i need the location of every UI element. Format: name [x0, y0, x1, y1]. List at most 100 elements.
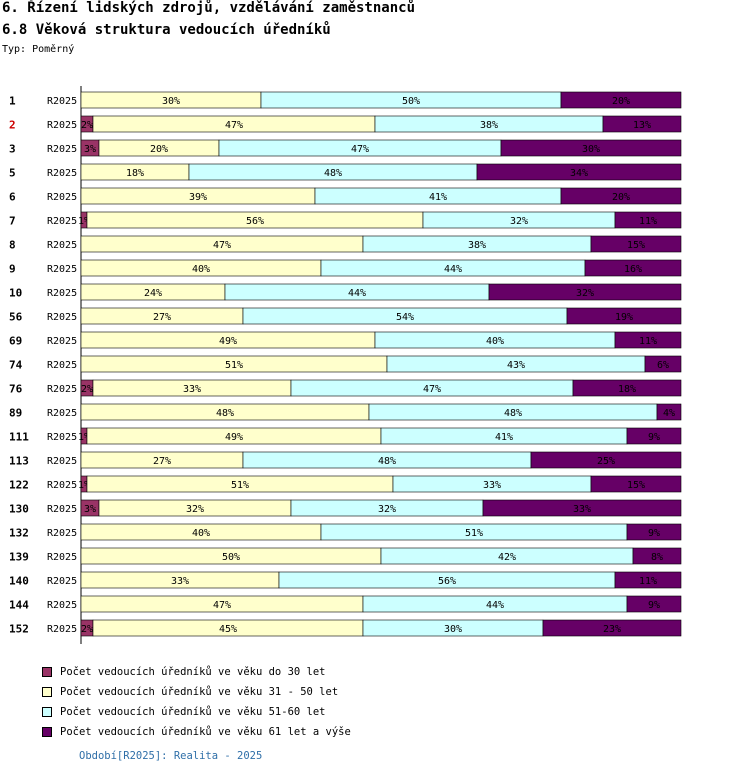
- data-label: 15%: [627, 240, 645, 251]
- category-label: 144: [9, 599, 29, 612]
- data-label: 41%: [429, 192, 447, 203]
- category-label: 122: [9, 479, 29, 492]
- data-label: 13%: [633, 120, 651, 131]
- data-label: 32%: [186, 504, 204, 515]
- bar-segment: [476, 163, 682, 181]
- data-label: 4%: [663, 408, 675, 419]
- data-label: 30%: [444, 624, 462, 635]
- legend-swatch: [42, 707, 52, 717]
- legend-swatch: [42, 667, 52, 677]
- legend-item: Počet vedoucích úředníků ve věku 51-60 l…: [42, 702, 351, 722]
- data-label: 40%: [192, 528, 210, 539]
- data-label: 49%: [219, 336, 237, 347]
- data-label: 47%: [213, 600, 231, 611]
- data-label: 40%: [486, 336, 504, 347]
- category-label: 2: [9, 119, 16, 132]
- period-label: R2025: [47, 264, 77, 275]
- bar-segment: [644, 355, 682, 373]
- bar-segment: [560, 187, 682, 205]
- data-label: 32%: [510, 216, 528, 227]
- data-label: 15%: [627, 480, 645, 491]
- category-label: 130: [9, 503, 29, 516]
- data-label: 42%: [498, 552, 516, 563]
- data-label: 44%: [444, 264, 462, 275]
- data-label: 48%: [216, 408, 234, 419]
- data-label: 1%: [78, 216, 90, 227]
- bar-segment: [590, 475, 682, 493]
- bar-segment: [560, 91, 682, 109]
- bar-segment: [530, 451, 682, 469]
- data-label: 16%: [624, 264, 642, 275]
- bar-segment: [632, 547, 682, 565]
- bar-segment: [542, 619, 682, 637]
- category-label: 6: [9, 191, 16, 204]
- category-label: 89: [9, 407, 22, 420]
- data-label: 3%: [84, 144, 96, 155]
- data-label: 47%: [225, 120, 243, 131]
- bar-segment: [584, 259, 682, 277]
- period-note[interactable]: Období[R2025]: Realita - 2025: [79, 750, 263, 762]
- legend-swatch: [42, 727, 52, 737]
- period-label: R2025: [47, 600, 77, 611]
- data-label: 38%: [468, 240, 486, 251]
- page-title: 6. Řízení lidských zdrojů, vzdělávání za…: [2, 0, 416, 16]
- category-label: 132: [9, 527, 29, 540]
- data-label: 2%: [81, 120, 93, 131]
- data-label: 34%: [570, 168, 588, 179]
- legend: Počet vedoucích úředníků ve věku do 30 l…: [42, 662, 351, 742]
- bar-segment: [488, 283, 682, 301]
- data-label: 25%: [597, 456, 615, 467]
- data-label: 41%: [495, 432, 513, 443]
- category-label: 1: [9, 95, 16, 108]
- data-label: 8%: [651, 552, 663, 563]
- data-label: 19%: [615, 312, 633, 323]
- period-label: R2025: [47, 360, 77, 371]
- bar-segment: [482, 499, 682, 517]
- category-label: 111: [9, 431, 29, 444]
- period-label: R2025: [47, 504, 77, 515]
- data-label: 33%: [573, 504, 591, 515]
- data-label: 18%: [618, 384, 636, 395]
- data-label: 51%: [465, 528, 483, 539]
- data-label: 51%: [231, 480, 249, 491]
- data-label: 32%: [378, 504, 396, 515]
- data-label: 56%: [438, 576, 456, 587]
- data-label: 47%: [213, 240, 231, 251]
- data-label: 44%: [348, 288, 366, 299]
- data-label: 43%: [507, 360, 525, 371]
- legend-item: Počet vedoucích úředníků ve věku 61 let …: [42, 722, 351, 742]
- data-label: 2%: [81, 624, 93, 635]
- category-label: 8: [9, 239, 16, 252]
- data-label: 24%: [144, 288, 162, 299]
- data-label: 38%: [480, 120, 498, 131]
- data-label: 47%: [423, 384, 441, 395]
- period-label: R2025: [47, 168, 77, 179]
- category-label: 76: [9, 383, 23, 396]
- bar-segment: [500, 139, 682, 157]
- bar-segment: [614, 211, 682, 229]
- bar-segment: [572, 379, 682, 397]
- period-label: R2025: [47, 312, 77, 323]
- period-label: R2025: [47, 240, 77, 251]
- category-label: 152: [9, 623, 29, 636]
- data-label: 40%: [192, 264, 210, 275]
- period-label: R2025: [47, 456, 77, 467]
- category-label: 140: [9, 575, 29, 588]
- bar-segment: [626, 523, 682, 541]
- bar-segment: [590, 235, 682, 253]
- legend-label: Počet vedoucích úředníků ve věku do 30 l…: [60, 666, 326, 678]
- data-label: 11%: [639, 216, 657, 227]
- data-label: 39%: [189, 192, 207, 203]
- legend-swatch: [42, 687, 52, 697]
- period-label: R2025: [47, 624, 77, 635]
- period-label: R2025: [47, 408, 77, 419]
- data-label: 20%: [612, 96, 630, 107]
- category-label: 139: [9, 551, 29, 564]
- legend-item: Počet vedoucích úředníků ve věku do 30 l…: [42, 662, 351, 682]
- data-label: 20%: [150, 144, 168, 155]
- category-label: 69: [9, 335, 22, 348]
- data-label: 20%: [612, 192, 630, 203]
- bar-segment: [614, 571, 682, 589]
- period-label: R2025: [47, 384, 77, 395]
- data-label: 48%: [504, 408, 522, 419]
